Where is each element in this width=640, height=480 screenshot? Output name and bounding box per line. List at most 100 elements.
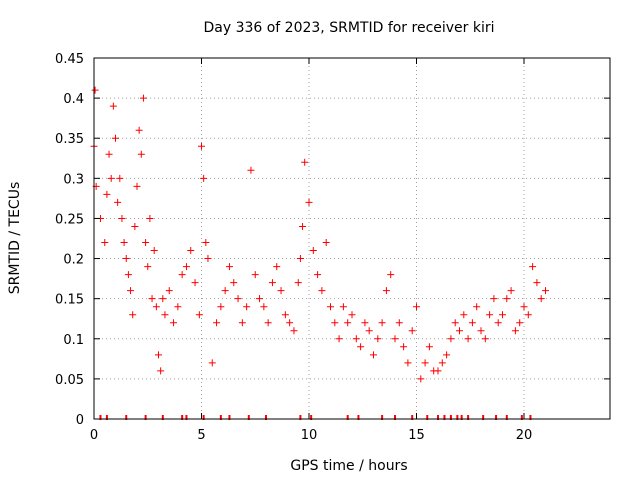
y-tick-label: 0.4 <box>63 92 84 107</box>
data-point <box>124 271 132 279</box>
data-point <box>238 319 246 327</box>
data-point <box>370 351 377 359</box>
data-point <box>105 150 113 158</box>
data-point <box>447 335 455 343</box>
data-point <box>155 351 162 359</box>
data-point <box>256 295 264 303</box>
data-point <box>434 367 442 375</box>
data-point <box>109 102 117 110</box>
data-point <box>174 303 182 311</box>
data-point <box>170 319 178 327</box>
data-point <box>127 287 135 295</box>
data-point <box>264 319 272 327</box>
y-tick-label: 0.05 <box>55 373 84 388</box>
y-tick-label: 0.25 <box>55 212 84 227</box>
data-point <box>204 255 212 263</box>
data-point <box>318 287 326 295</box>
data-point <box>408 327 416 335</box>
data-point <box>221 287 229 295</box>
data-point <box>464 335 472 343</box>
data-point <box>486 311 494 319</box>
data-points <box>90 86 549 420</box>
data-point <box>305 198 313 206</box>
data-point <box>309 247 317 255</box>
data-point <box>142 239 150 247</box>
data-point <box>213 319 221 327</box>
data-point <box>152 303 160 311</box>
data-point <box>182 263 190 271</box>
data-point <box>150 247 158 255</box>
y-tick-label: 0.2 <box>63 253 84 268</box>
data-point <box>268 279 276 287</box>
data-point <box>101 239 109 247</box>
data-point <box>499 311 506 319</box>
data-point <box>387 271 395 279</box>
data-point <box>516 319 524 327</box>
data-point <box>438 359 446 367</box>
data-point <box>277 287 285 295</box>
data-point <box>281 311 289 319</box>
data-point <box>118 214 126 222</box>
x-axis-title: GPS time / hours <box>290 458 407 474</box>
x-tick-label: 20 <box>516 428 533 443</box>
x-tick-label: 5 <box>197 428 205 443</box>
x-tick-label: 15 <box>408 428 425 443</box>
data-point <box>533 279 541 287</box>
data-point <box>322 239 330 247</box>
data-point <box>225 263 233 271</box>
data-point <box>481 335 489 343</box>
y-tick-label: 0.3 <box>63 172 84 187</box>
data-point <box>299 222 307 230</box>
data-point <box>468 319 476 327</box>
data-point <box>202 239 210 247</box>
data-point <box>352 335 360 343</box>
data-point <box>507 287 515 295</box>
grid-lines <box>94 58 610 419</box>
data-point <box>230 279 238 287</box>
data-point <box>103 190 111 198</box>
data-point <box>344 319 352 327</box>
data-point <box>524 311 532 319</box>
data-point <box>490 295 498 303</box>
data-point <box>159 295 167 303</box>
data-point <box>473 303 481 311</box>
y-tick-labels: 0 0.05 0.1 0.15 0.2 0.25 0.3 0.35 0.4 0.45 <box>55 52 84 428</box>
data-point <box>148 295 156 303</box>
data-point <box>114 198 122 206</box>
data-point <box>456 327 463 335</box>
data-point <box>296 255 304 263</box>
data-point <box>198 142 205 150</box>
data-point <box>301 158 309 166</box>
data-point <box>135 126 143 134</box>
data-point <box>131 222 139 230</box>
data-point <box>529 263 537 271</box>
y-tick-label: 0.1 <box>63 333 84 348</box>
data-point <box>382 287 390 295</box>
data-point <box>503 295 511 303</box>
data-point <box>378 319 386 327</box>
data-point <box>91 86 99 94</box>
chart-title: Day 336 of 2023, SRMTID for receiver kir… <box>203 20 494 36</box>
data-point <box>443 351 451 359</box>
data-point <box>116 174 124 182</box>
data-point <box>234 295 242 303</box>
data-point <box>107 174 115 182</box>
data-point <box>294 279 302 287</box>
data-point <box>391 335 399 343</box>
data-point <box>339 303 347 311</box>
data-point <box>178 271 186 279</box>
x-tick-label: 0 <box>90 428 98 443</box>
data-point <box>120 239 128 247</box>
data-point <box>357 343 365 351</box>
data-point <box>208 359 216 367</box>
y-tick-label: 0.15 <box>55 293 84 308</box>
data-point <box>200 174 208 182</box>
x-tick-label: 10 <box>301 428 318 443</box>
data-point <box>365 327 373 335</box>
data-point <box>537 295 545 303</box>
data-point <box>348 311 356 319</box>
data-point <box>314 271 322 279</box>
data-point <box>400 343 408 351</box>
y-tick-label: 0 <box>76 413 84 428</box>
data-point <box>144 263 152 271</box>
